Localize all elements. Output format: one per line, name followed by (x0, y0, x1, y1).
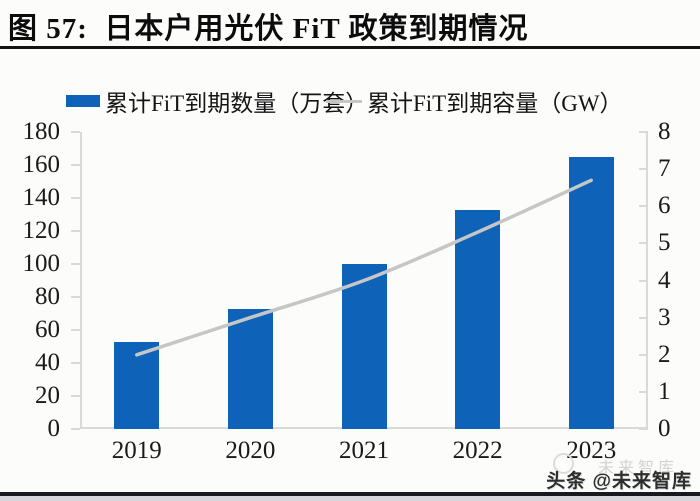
legend-item-capacity: 累计FiT到期容量（GW） (326, 84, 623, 118)
right-axis-tick-label: 1 (658, 377, 671, 405)
left-axis-tick-label: 60 (35, 316, 60, 343)
right-axis-tick-label: 2 (658, 340, 671, 368)
x-axis-category-label: 2022 (452, 437, 503, 464)
watermark-logo-ghost-icon (553, 453, 574, 474)
left-axis-tick (71, 230, 80, 232)
right-axis-tick-label: 8 (658, 118, 671, 145)
x-axis-category-label: 2023 (566, 437, 617, 464)
title-underline (0, 46, 700, 49)
right-axis-tick-label: 5 (658, 229, 671, 257)
left-axis-tick-label: 20 (35, 382, 60, 409)
left-axis-tick (71, 395, 80, 397)
left-axis-tick-label: 40 (35, 349, 60, 376)
legend-line-swatch (326, 99, 362, 103)
x-axis-category-label: 2019 (111, 437, 162, 464)
left-axis-tick-label: 160 (22, 151, 61, 178)
bar-2023 (568, 156, 614, 429)
right-axis-tick-label: 7 (658, 155, 671, 183)
bar-2022 (455, 209, 501, 429)
left-axis-tick-label: 0 (47, 415, 61, 442)
right-axis-tick (639, 353, 648, 356)
legend-capacity-label: 累计FiT到期容量（GW） (367, 91, 623, 116)
right-axis-tick-label: 0 (658, 415, 671, 442)
right-axis-tick-label: 3 (658, 303, 671, 331)
left-axis-tick (71, 428, 80, 430)
left-axis-tick (71, 197, 80, 199)
right-axis-tick (639, 242, 648, 245)
left-axis-line (80, 132, 82, 429)
footer-bar-shadow (0, 496, 700, 501)
left-axis-tick-label: 140 (22, 184, 61, 211)
legend-quantity-label: 累计FiT到期数量（万套） (105, 91, 369, 116)
plot-area (80, 132, 648, 429)
right-axis-tick (639, 428, 648, 430)
right-axis-tick-label: 4 (658, 266, 671, 294)
left-axis-tick-label: 120 (22, 217, 61, 244)
left-axis-tick (71, 362, 80, 364)
left-axis-tick-label: 180 (22, 118, 61, 145)
footer-bar (0, 492, 700, 496)
left-axis-tick (71, 131, 80, 133)
right-axis-tick-label: 6 (658, 192, 671, 220)
bar-2021 (341, 264, 387, 429)
watermark-credit: 头条 @未来智库 (546, 471, 692, 492)
capacity-line-path (135, 178, 593, 357)
left-axis-tick (71, 164, 80, 166)
left-axis-tick-label: 80 (35, 283, 60, 310)
capacity-line (135, 178, 593, 357)
left-axis-tick (71, 296, 80, 298)
left-axis-tick (71, 263, 80, 265)
bar-2020 (227, 308, 273, 429)
right-axis-tick (639, 168, 648, 171)
right-axis-tick (639, 279, 648, 282)
figure-title: 图 57: 日本户用光伏 FiT 政策到期情况 (8, 13, 529, 45)
x-axis-category-label: 2021 (339, 437, 389, 464)
right-axis-tick (639, 205, 648, 208)
right-axis-tick (639, 390, 648, 393)
legend-bar-swatch (66, 95, 100, 107)
legend-item-quantity: 累计FiT到期数量（万套） (66, 84, 368, 118)
left-axis-tick (71, 329, 80, 331)
left-axis-tick-label: 100 (22, 250, 61, 277)
right-axis-tick (639, 316, 648, 319)
watermark-ghost: 未来智库 (597, 460, 678, 477)
right-axis-tick (639, 131, 648, 133)
x-axis-category-label: 2020 (225, 437, 276, 464)
